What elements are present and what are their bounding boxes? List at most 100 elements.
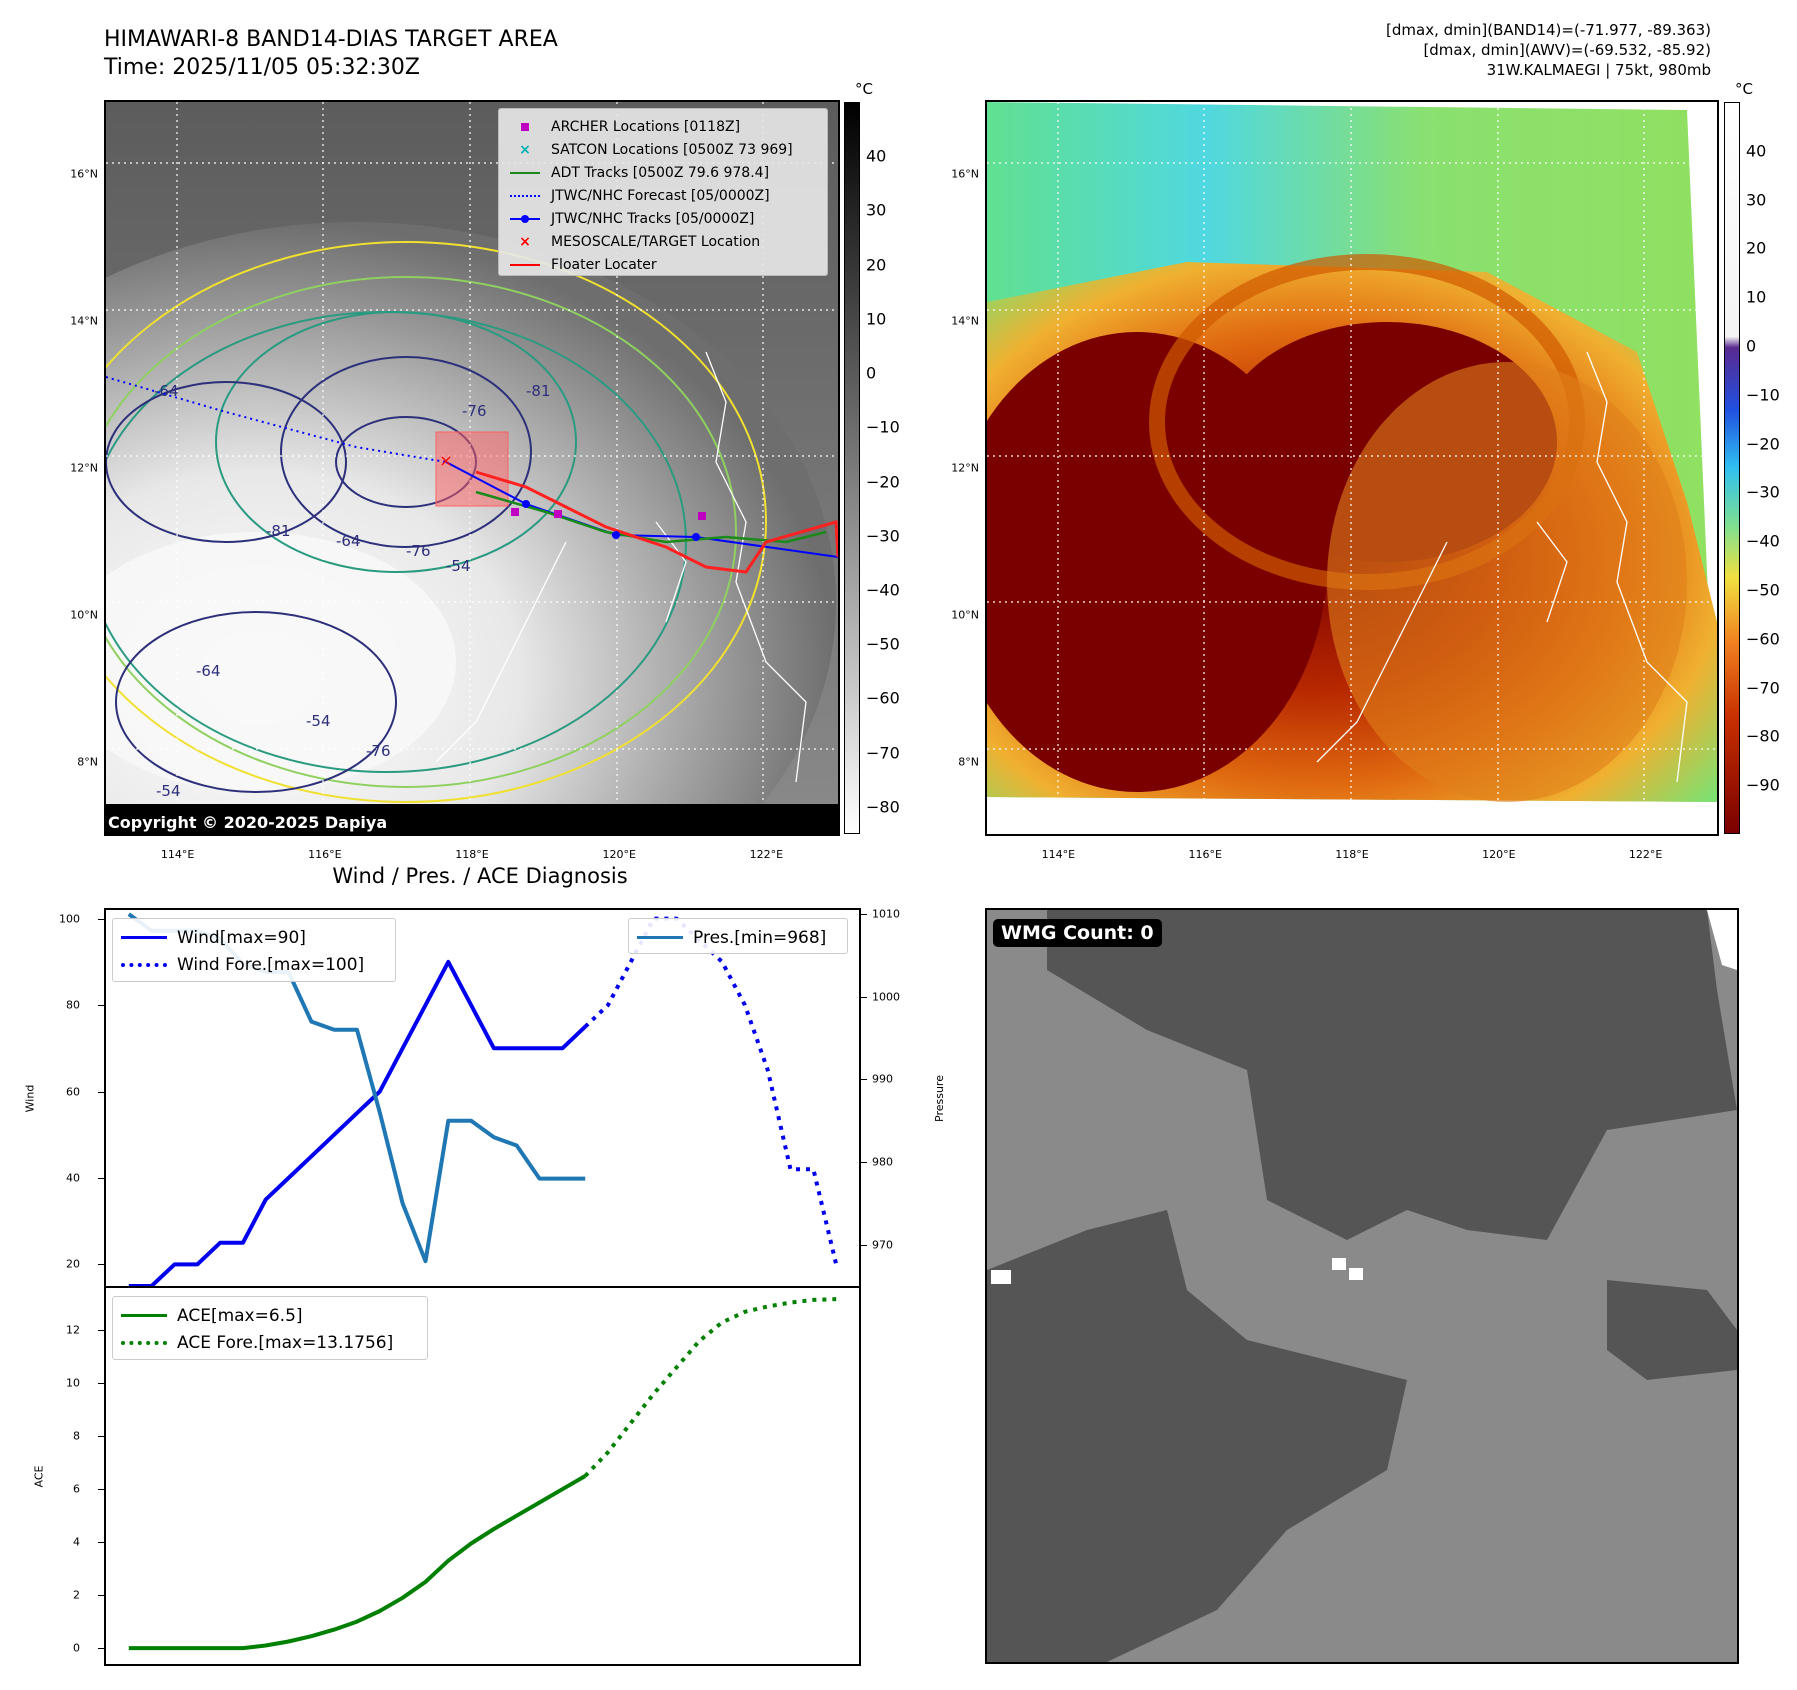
contour-yellow — [106, 241, 767, 803]
legend-jtwc-tracks: JTWC/NHC Tracks [05/0000Z] — [507, 207, 819, 230]
contour-label: -64 — [154, 382, 179, 400]
colorbar-tick-label: −50 — [866, 634, 900, 654]
colorbar-tick-label: −80 — [1746, 726, 1780, 746]
diagnosis-title: Wind / Pres. / ACE Diagnosis — [332, 864, 628, 888]
axis-tick-mark — [861, 1079, 867, 1081]
wmg-plot — [987, 910, 1737, 1662]
colorbar-tick-label: 0 — [1746, 336, 1757, 356]
lon-tick-label: 122°E — [1628, 848, 1663, 861]
contour-label: -64 — [196, 662, 221, 680]
axis-tick-mark — [98, 1595, 104, 1597]
colorbar-tick-label: 30 — [866, 200, 887, 220]
legend-target: × MESOSCALE/TARGET Location — [507, 230, 819, 253]
axis-tick-label: 100 — [59, 912, 80, 926]
figure-title: HIMAWARI-8 BAND14-DIAS TARGET AREA Time:… — [104, 26, 558, 82]
info-line-2: [dmax, dmin](AWV)=(-69.532, -85.92) — [1423, 41, 1711, 59]
legend-label: Pres.[min=968] — [693, 927, 827, 948]
x-icon: × — [519, 233, 531, 250]
colorbar-tick-label: 10 — [866, 309, 887, 329]
contour-navy-ring — [280, 356, 532, 548]
copyright: Copyright © 2020-2025 Dapiya — [108, 813, 388, 832]
colorbar-tick-label: −70 — [1746, 678, 1780, 698]
legend-ace: ACE[max=6.5] — [121, 1302, 419, 1329]
series-line — [583, 1297, 837, 1478]
ace-axis-label: ACE — [32, 1465, 46, 1488]
colorbar-tick-label: −60 — [866, 688, 900, 708]
contour-label: -54 — [306, 712, 331, 730]
colorbar-tick-label: 10 — [1746, 287, 1767, 307]
wmg-white-cell — [1332, 1258, 1346, 1270]
wmg-white-cell — [991, 1270, 1011, 1284]
archer-point — [698, 512, 706, 520]
ace-legend: ACE[max=6.5] ACE Fore.[max=13.1756] — [112, 1296, 428, 1360]
right-colorbar-unit: °C — [1735, 80, 1753, 98]
lon-tick-label: 114°E — [160, 848, 195, 861]
axis-tick-label: 990 — [872, 1072, 893, 1086]
line-dot-icon — [507, 214, 543, 223]
line-icon — [507, 171, 543, 174]
wmg-dark-region-east — [1607, 1280, 1737, 1380]
jtwc-forecast-track — [106, 376, 447, 463]
contour-label: -54 — [446, 557, 471, 575]
colorbar-tick-label: 40 — [866, 146, 887, 166]
dotted-line-icon — [507, 194, 543, 197]
coastline-palawan — [1316, 541, 1448, 763]
lat-tick-label: 16°N — [951, 167, 979, 181]
lon-tick-label: 116°E — [1188, 848, 1222, 861]
legend-wind-fore: Wind Fore.[max=100] — [121, 951, 387, 978]
lat-tick-label: 14°N — [70, 314, 98, 328]
contour-label: -81 — [266, 522, 291, 540]
legend-label: ACE[max=6.5] — [177, 1305, 303, 1326]
colorbar-tick-label: −20 — [1746, 434, 1780, 454]
pressure-axis-label: Pressure — [932, 1075, 946, 1122]
wmg-white-corner — [1707, 910, 1737, 970]
lon-tick-label: 116°E — [308, 848, 342, 861]
coastline-mindoro — [1536, 521, 1568, 623]
contour-label: -81 — [526, 382, 551, 400]
map-legend: ARCHER Locations [0118Z] × SATCON Locatio… — [498, 108, 828, 276]
colorbar-tick-label: −10 — [1746, 385, 1780, 405]
axis-tick-mark — [98, 1436, 104, 1438]
axis-tick-mark — [861, 1244, 867, 1246]
contour-navy-southwest — [115, 611, 397, 793]
axis-tick-mark — [98, 1648, 104, 1650]
colorbar-tick-label: −20 — [866, 472, 900, 492]
legend-label: JTWC/NHC Tracks [05/0000Z] — [551, 210, 755, 227]
axis-tick-label: 10 — [66, 1376, 80, 1390]
wmg-panel — [985, 908, 1739, 1664]
axis-tick-label: 4 — [73, 1535, 80, 1549]
series-line — [583, 916, 839, 1265]
axis-tick-mark — [98, 1005, 104, 1007]
axis-tick-mark — [861, 1162, 867, 1164]
archer-point — [554, 510, 562, 518]
left-colorbar-unit: °C — [855, 80, 873, 98]
awv-band-east — [1327, 362, 1687, 802]
axis-tick-label: 80 — [66, 998, 80, 1012]
title-line-2: Time: 2025/11/05 05:32:30Z — [104, 55, 420, 80]
colorbar-tick-label: −40 — [1746, 531, 1780, 551]
legend-label: Floater Locater — [551, 256, 657, 273]
lon-tick-label: 118°E — [455, 848, 489, 861]
colorbar-tick-label: 20 — [866, 255, 887, 275]
colorbar-tick-label: 0 — [866, 363, 877, 383]
title-line-1: HIMAWARI-8 BAND14-DIAS TARGET AREA — [104, 27, 558, 52]
line-icon — [121, 1314, 167, 1317]
lat-tick-label: 14°N — [951, 314, 979, 328]
axis-tick-label: 12 — [66, 1323, 80, 1337]
target-marker: × — [439, 451, 452, 470]
lat-tick-label: 16°N — [70, 167, 98, 181]
line-icon — [507, 263, 543, 266]
colorbar-tick-label: −80 — [866, 797, 900, 817]
colorbar-tick-label: −40 — [866, 580, 900, 600]
axis-tick-mark — [98, 1489, 104, 1491]
lat-tick-label: 12°N — [951, 461, 979, 475]
contour-label: -64 — [336, 532, 361, 550]
wmg-white-cell — [1349, 1268, 1363, 1280]
line-icon — [121, 936, 167, 939]
legend-label: ADT Tracks [0500Z 79.6 978.4] — [551, 164, 770, 181]
info-header: [dmax, dmin](BAND14)=(-71.977, -89.363) … — [1386, 20, 1711, 80]
floater-box — [435, 431, 509, 507]
ace-chart — [104, 1286, 861, 1666]
colorbar-tick-label: −30 — [866, 526, 900, 546]
legend-label: Wind Fore.[max=100] — [177, 954, 365, 975]
